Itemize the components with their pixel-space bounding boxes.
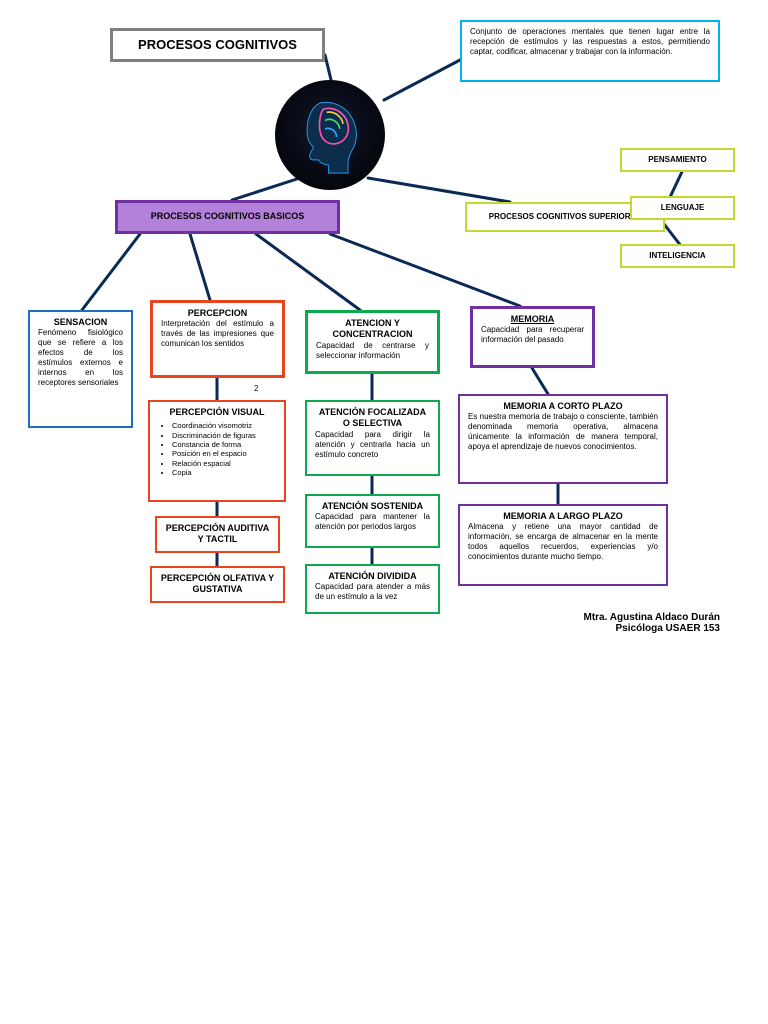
basicos-text: PROCESOS COGNITIVOS BASICOS <box>151 211 305 222</box>
page-number: 2 <box>254 384 258 393</box>
title-box: PROCESOS COGNITIVOS <box>110 28 325 62</box>
credit-block: Mtra. Agustina Aldaco Durán Psicóloga US… <box>520 612 720 634</box>
percepcion-visual-box: PERCEPCIÓN VISUAL Coordinación visomotri… <box>148 400 286 502</box>
sup-child-1: LENGUAJE <box>630 196 735 220</box>
definition-box: Conjunto de operaciones mentales que tie… <box>460 20 720 82</box>
brain-image <box>275 80 385 190</box>
definition-text: Conjunto de operaciones mentales que tie… <box>470 27 710 56</box>
percepcion-visual-list: Coordinación visomotrizDiscriminación de… <box>158 421 276 477</box>
superiores-text: PROCESOS COGNITIVOS SUPERIORES <box>489 212 641 222</box>
sup-child-2: INTELIGENCIA <box>620 244 735 268</box>
title-text: PROCESOS COGNITIVOS <box>138 37 297 53</box>
atencion-div-box: ATENCIÓN DIVIDIDA Capacidad para atender… <box>305 564 440 614</box>
sensacion-box: SENSACION Fenómeno fisiológico que se re… <box>28 310 133 428</box>
basicos-box: PROCESOS COGNITIVOS BASICOS <box>115 200 340 234</box>
percepcion-olf-box: PERCEPCIÓN OLFATIVA Y GUSTATIVA <box>150 566 285 603</box>
percepcion-box: PERCEPCION Interpretación del estímulo a… <box>150 300 285 378</box>
memoria-largo-box: MEMORIA A LARGO PLAZO Almacena y retiene… <box>458 504 668 586</box>
memoria-box: MEMORIA Capacidad para recuperar informa… <box>470 306 595 368</box>
sup-child-0: PENSAMIENTO <box>620 148 735 172</box>
atencion-sos-box: ATENCIÓN SOSTENIDA Capacidad para manten… <box>305 494 440 548</box>
atencion-box: ATENCION Y CONCENTRACION Capacidad de ce… <box>305 310 440 374</box>
percepcion-aud-box: PERCEPCIÓN AUDITIVA Y TACTIL <box>155 516 280 553</box>
memoria-corto-box: MEMORIA A CORTO PLAZO Es nuestra memoria… <box>458 394 668 484</box>
atencion-foc-box: ATENCIÓN FOCALIZADA O SELECTIVA Capacida… <box>305 400 440 476</box>
